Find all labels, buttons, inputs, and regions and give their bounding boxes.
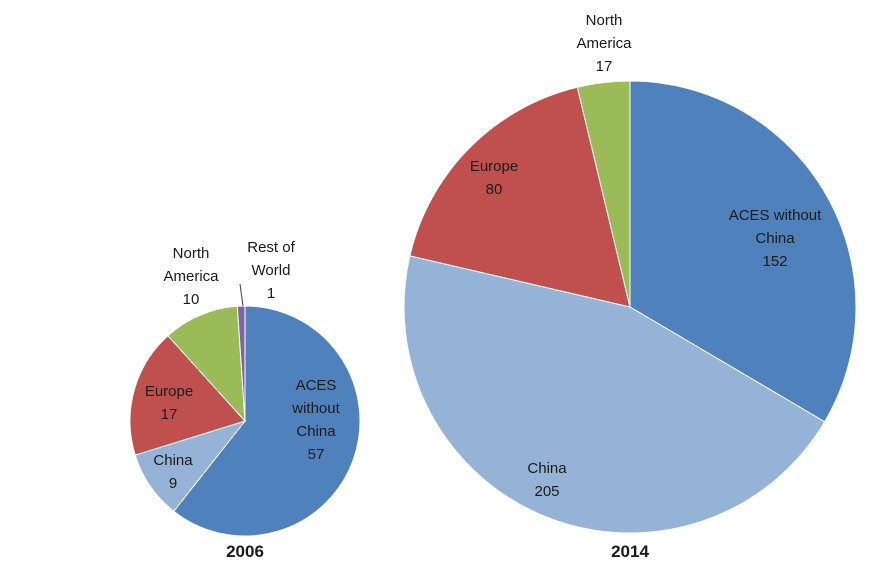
slice-label-north-america: North America 17	[576, 12, 632, 75]
pie-chart-2014: ACES without China 152 China 205 Europe 80 Nort…	[403, 12, 857, 561]
pie-title: 2006	[226, 542, 264, 561]
slice-label-china: China 205	[527, 460, 567, 500]
slice-label-rest-of-world: Rest of World 1	[247, 239, 295, 302]
leader-line	[239, 283, 244, 307]
slice-label-europe: Europe 80	[470, 158, 518, 198]
pie-slice-aces-without-china	[173, 305, 361, 537]
pie-title: 2014	[611, 542, 649, 561]
pie-slice-north-america	[167, 305, 246, 423]
slice-label-aces-without-china: ACES without China 57	[291, 377, 340, 463]
pie-slice-europe	[129, 335, 246, 456]
pie-slice-europe	[409, 86, 631, 308]
slice-label-china: China 9	[153, 452, 193, 492]
pie-chart-2006: ACES without China 57 China 9 Europe 17 North Ame…	[129, 239, 361, 561]
pie-slice-rest-of-world	[236, 305, 246, 422]
pie-slice-north-america	[576, 80, 631, 308]
pie-slice-china	[403, 255, 826, 534]
slice-label-north-america: North America 10	[163, 245, 219, 308]
pie-slice-aces-without-china	[629, 80, 857, 423]
slice-label-aces-without-china: ACES without China 152	[729, 207, 822, 270]
slice-label-europe: Europe 17	[145, 383, 193, 423]
